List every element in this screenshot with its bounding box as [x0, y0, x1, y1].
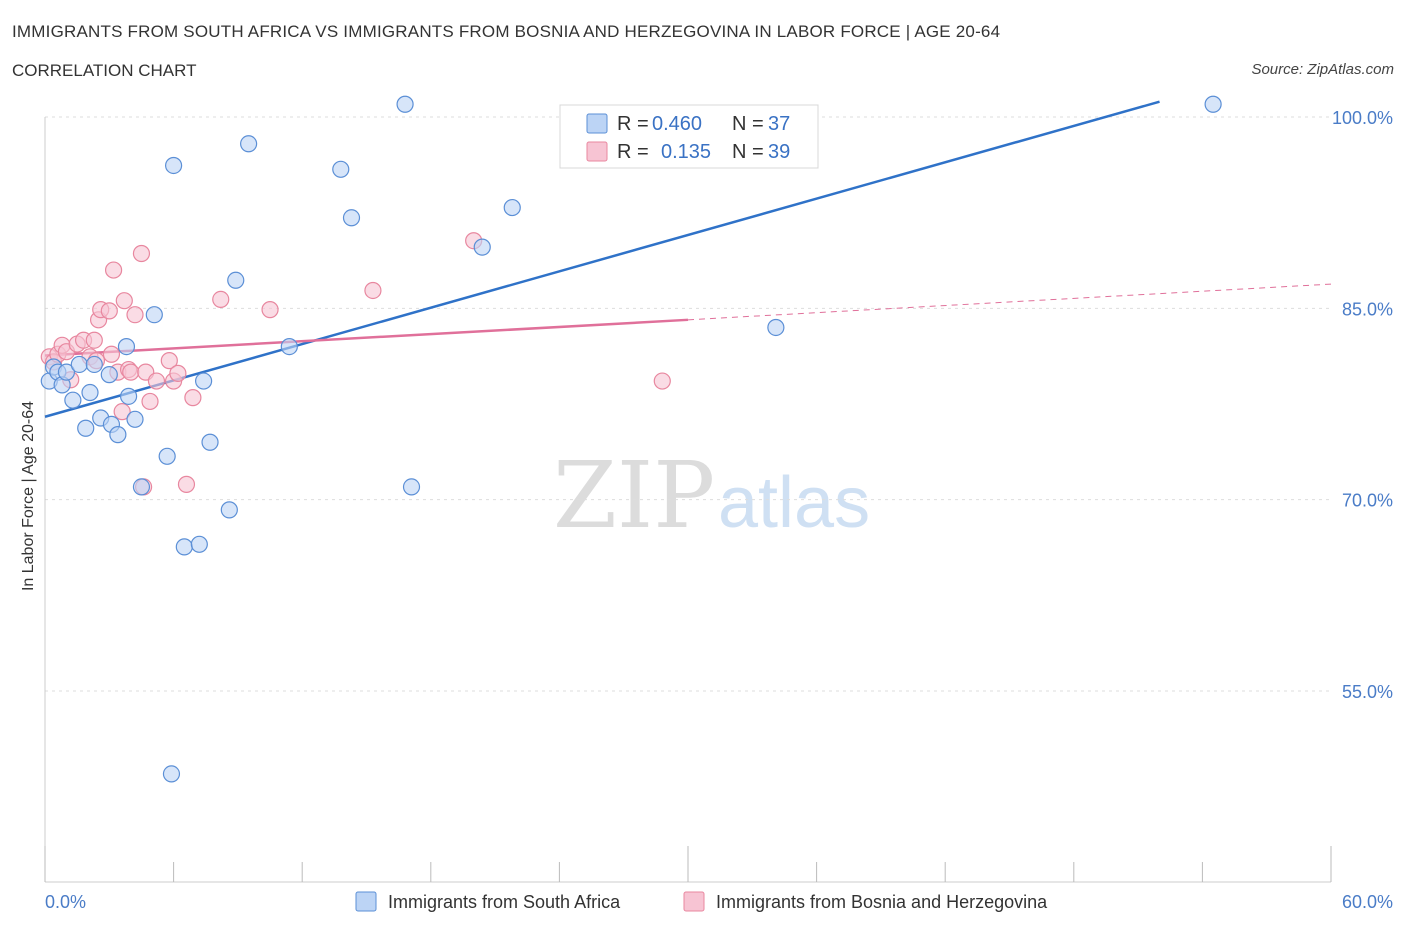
data-point-south-africa	[162, 765, 181, 783]
data-point-bosnia	[212, 290, 230, 309]
stats-n-value-blue: 37	[768, 113, 790, 135]
data-point-bosnia	[104, 261, 123, 279]
data-point-bosnia	[147, 372, 166, 390]
data-point-south-africa	[158, 447, 176, 465]
data-point-bosnia	[122, 363, 140, 381]
stats-r-label-pink: R =	[617, 141, 649, 163]
data-point-bosnia	[115, 292, 133, 310]
data-point-south-africa	[190, 535, 208, 553]
data-point-south-africa	[201, 433, 219, 451]
data-point-bosnia	[126, 306, 144, 324]
data-point-bosnia	[160, 352, 178, 370]
y-tick-label: 55.0%	[1342, 682, 1393, 702]
point-layer	[40, 95, 1222, 783]
legend-swatch-south-africa	[355, 891, 377, 912]
stats-r-label-blue: R =	[617, 113, 649, 135]
data-point-bosnia	[102, 345, 121, 363]
stats-r-value-blue: 0.460	[652, 113, 702, 135]
data-point-bosnia	[113, 403, 131, 421]
data-point-south-africa	[64, 391, 82, 409]
chart-title: IMMIGRANTS FROM SOUTH AFRICA VS IMMIGRAN…	[12, 22, 1001, 41]
watermark-zip: ZIP	[553, 442, 715, 549]
data-point-bosnia	[177, 475, 196, 493]
trend-line-south-africa	[44, 100, 1160, 418]
data-point-south-africa	[396, 95, 414, 113]
chart-subtitle: CORRELATION CHART	[12, 61, 197, 80]
data-point-south-africa	[195, 372, 213, 390]
data-point-bosnia	[141, 392, 159, 411]
data-point-bosnia	[85, 331, 103, 349]
y-tick-label: 70.0%	[1342, 491, 1393, 511]
data-point-south-africa	[332, 160, 350, 178]
y-axis-title: In Labor Force | Age 20-64	[20, 401, 37, 591]
data-point-south-africa	[126, 410, 144, 428]
stats-box: R = 0.460 N = 37 R = 0.135 N = 39	[559, 104, 819, 169]
data-point-bosnia	[364, 281, 382, 300]
data-point-south-africa	[145, 306, 163, 324]
grid-layer	[45, 116, 1331, 692]
stats-r-value-pink: 0.135	[661, 141, 711, 163]
data-point-south-africa	[132, 478, 151, 496]
data-point-south-africa	[1204, 95, 1222, 113]
data-point-south-africa	[342, 209, 361, 227]
legend: Immigrants from South Africa Immigrants …	[355, 891, 1048, 912]
data-point-south-africa	[503, 198, 521, 217]
data-point-south-africa	[280, 338, 298, 356]
data-point-south-africa	[57, 363, 76, 381]
data-point-south-africa	[227, 271, 245, 289]
data-point-south-africa	[473, 238, 491, 256]
data-point-south-africa	[109, 426, 127, 444]
stats-n-label-pink: N =	[732, 141, 764, 163]
data-point-bosnia	[100, 302, 118, 320]
legend-label-south-africa: Immigrants from South Africa	[388, 892, 621, 912]
x-tick-label-min: 0.0%	[45, 892, 86, 912]
data-point-south-africa	[165, 156, 183, 175]
trend-line-bosnia	[44, 318, 689, 357]
axis-layer: 55.0% 70.0% 85.0% 100.0%	[44, 108, 1393, 883]
data-point-south-africa	[240, 135, 258, 153]
stats-n-label-blue: N =	[732, 113, 764, 135]
x-tick-label-max: 60.0%	[1342, 892, 1393, 912]
y-tick-label: 100.0%	[1332, 108, 1393, 128]
stats-swatch-blue	[586, 113, 608, 134]
data-point-south-africa	[85, 355, 103, 374]
data-point-south-africa	[767, 318, 785, 337]
data-point-bosnia	[184, 389, 202, 407]
data-point-bosnia	[653, 372, 671, 390]
data-point-south-africa	[81, 383, 99, 402]
trend-layer	[44, 100, 1332, 418]
watermark-atlas: atlas	[718, 463, 870, 543]
data-point-south-africa	[70, 355, 88, 374]
data-point-bosnia	[261, 301, 279, 319]
data-point-bosnia	[132, 244, 151, 263]
data-point-south-africa	[119, 387, 138, 405]
data-point-bosnia	[169, 364, 187, 382]
stats-swatch-pink	[586, 141, 608, 162]
legend-swatch-bosnia	[683, 891, 705, 912]
data-point-south-africa	[77, 419, 95, 437]
data-point-south-africa	[175, 538, 193, 556]
stats-n-value-pink: 39	[768, 141, 790, 163]
legend-label-bosnia: Immigrants from Bosnia and Herzegovina	[716, 892, 1048, 912]
data-point-south-africa	[117, 338, 136, 356]
y-tick-label: 85.0%	[1342, 299, 1393, 319]
data-point-south-africa	[220, 501, 238, 519]
trend-line-bosnia-extension	[687, 283, 1332, 321]
source-credit: Source: ZipAtlas.com	[1251, 61, 1394, 78]
data-point-south-africa	[402, 478, 421, 496]
data-point-south-africa	[100, 366, 118, 384]
